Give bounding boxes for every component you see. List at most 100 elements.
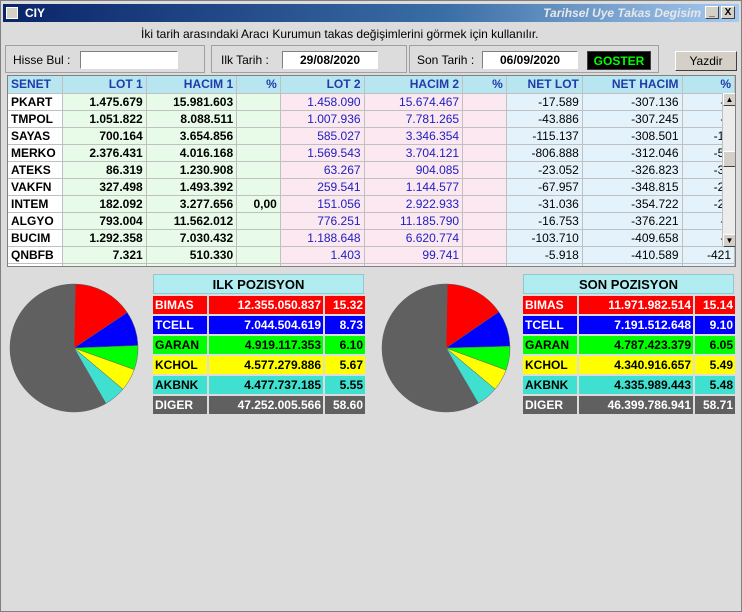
legend-row: TCELL 7.191.512.648 9.10: [523, 316, 735, 334]
cell-col-7: -43.886: [506, 110, 583, 128]
close-button[interactable]: X: [721, 6, 735, 19]
hisse-group: [5, 45, 205, 73]
legend-name: DIGER: [523, 396, 577, 414]
ilk-tarih-label: Ilk Tarih :: [221, 53, 269, 67]
table-row[interactable]: SAYAS 700.164 3.654.856 585.027 3.346.354 -11…: [8, 127, 735, 145]
cell-col-7: -806.888: [506, 144, 583, 162]
legend-name: BIMAS: [153, 296, 207, 314]
legend-pct: 15.14: [695, 296, 735, 314]
son-tarih-input[interactable]: 06/09/2020: [482, 51, 578, 69]
cell-col-2: 8.088.511: [146, 110, 238, 128]
minimize-button[interactable]: _: [705, 6, 719, 19]
cell-col-7: -115.137: [506, 127, 583, 145]
cell-col-0: INTEM: [8, 195, 63, 213]
legend-value: 7.044.504.619: [209, 316, 323, 334]
table-row[interactable]: VAKFN 327.498 1.493.392 259.541 1.144.577 -67…: [8, 178, 735, 196]
goster-button[interactable]: GOSTER: [587, 51, 651, 70]
grid-scrollbar[interactable]: ▲ ▼: [722, 93, 735, 247]
cell-col-8: -409.658: [582, 229, 683, 247]
legend-name: TCELL: [153, 316, 207, 334]
hisse-label: Hisse Bul :: [13, 53, 71, 67]
table-row[interactable]: PKART 1.475.679 15.981.603 1.458.090 15.674.…: [8, 93, 735, 111]
table-row[interactable]: ATEKS 86.319 1.230.908 63.267 904.085 -23.052…: [8, 161, 735, 179]
description-text: İki tarih arasındaki Aracı Kurumun takas…: [141, 27, 539, 41]
legend-value: 4.335.989.443: [579, 376, 693, 394]
cell-col-0: TMPOL: [8, 110, 63, 128]
legend-row: DIGER 47.252.005.566 58.60: [153, 396, 365, 414]
title-bar[interactable]: CIY Tarihsel Uye Takas Degisim _ X: [3, 4, 739, 22]
cell-col-6: 100,00: [462, 263, 507, 266]
cell-col-4: 1.188.648: [280, 229, 365, 247]
table-row[interactable]: ALGYO 793.004 11.562.012 776.251 11.185.790 -…: [8, 212, 735, 230]
scroll-down-arrow[interactable]: ▼: [723, 234, 735, 247]
cell-col-8: -348.815: [582, 178, 683, 196]
cell-col-1: 2.376.431: [62, 144, 147, 162]
cell-col-8: NET HACIM: [582, 76, 683, 94]
cell-col-0: SAYAS: [8, 127, 63, 145]
cell-col-7: -16.753: [506, 212, 583, 230]
cell-col-9: -421: [682, 246, 735, 264]
cell-col-7: -5.918: [506, 246, 583, 264]
app-icon: [6, 7, 18, 19]
table-row[interactable]: MERKO 2.376.431 4.016.168 1.569.543 3.704.12…: [8, 144, 735, 162]
legend-name: KCHOL: [523, 356, 577, 374]
ilk-tarih-input[interactable]: 29/08/2020: [282, 51, 378, 69]
cell-col-4: 1.458.090: [280, 93, 365, 111]
son-tarih-group: [409, 45, 659, 73]
ilk-pozisyon-legend: BIMAS 12.355.050.837 15.32 TCELL 7.044.504.6…: [153, 296, 365, 414]
legend-row: KCHOL 4.340.916.657 5.49: [523, 356, 735, 374]
cell-col-1: LOT 1: [62, 76, 147, 94]
cell-col-7: -67.957: [506, 178, 583, 196]
legend-value: 7.191.512.648: [579, 316, 693, 334]
scroll-up-arrow[interactable]: ▲: [723, 93, 735, 106]
cell-col-6: [462, 93, 507, 111]
legend-name: GARAN: [153, 336, 207, 354]
son-pozisyon-pie-chart: [381, 283, 511, 413]
cell-col-0: BUCIM: [8, 229, 63, 247]
cell-col-2: 1.230.908: [146, 161, 238, 179]
cell-col-5: 3.346.354: [364, 127, 464, 145]
cell-col-4: 1.569.543: [280, 144, 365, 162]
cell-col-2: 1.493.392: [146, 178, 238, 196]
cell-col-6: [462, 110, 507, 128]
legend-name: TCELL: [523, 316, 577, 334]
cell-col-7: -103.710: [506, 229, 583, 247]
cell-col-2: 3.277.656: [146, 195, 238, 213]
table-totals-row[interactable]: 3.403.533.43380.625.695.450100,003.344.8…: [8, 263, 735, 266]
legend-value: 4.919.117.353: [209, 336, 323, 354]
cell-col-6: [462, 195, 507, 213]
table-row[interactable]: QNBFB 7.321 510.330 1.403 99.741 -5.918 -410.5…: [8, 246, 735, 264]
cell-col-2: 510.330: [146, 246, 238, 264]
takas-table: SENET LOT 1 HACIM 1% LOT 2 HACIM 2% NET LOT NE…: [8, 76, 735, 266]
legend-name: AKBNK: [153, 376, 207, 394]
cell-col-3: [236, 93, 281, 111]
cell-col-5: 1.144.577: [364, 178, 464, 196]
hisse-search-input[interactable]: [80, 51, 178, 69]
app-name: CIY: [25, 6, 46, 20]
cell-col-3: %: [236, 76, 281, 94]
legend-pct: 5.49: [695, 356, 735, 374]
legend-row: TCELL 7.044.504.619 8.73: [153, 316, 365, 334]
scroll-thumb[interactable]: [723, 151, 735, 167]
table-row[interactable]: TMPOL 1.051.822 8.088.511 1.007.936 7.781.26…: [8, 110, 735, 128]
legend-pct: 6.05: [695, 336, 735, 354]
cell-col-4: 585.027: [280, 127, 365, 145]
legend-value: 12.355.050.837: [209, 296, 323, 314]
legend-pct: 6.10: [325, 336, 365, 354]
cell-col-3: [236, 246, 281, 264]
window-title: Tarihsel Uye Takas Degisim: [543, 6, 701, 20]
cell-col-3: [236, 127, 281, 145]
table-row[interactable]: BUCIM 1.292.358 7.030.432 1.188.648 6.620.77…: [8, 229, 735, 247]
cell-col-3: 0,00: [236, 195, 281, 213]
legend-row: KCHOL 4.577.279.886 5.67: [153, 356, 365, 374]
legend-pct: 58.60: [325, 396, 365, 414]
cell-col-2: HACIM 1: [146, 76, 238, 94]
legend-value: 11.971.982.514: [579, 296, 693, 314]
table-header-row[interactable]: SENET LOT 1 HACIM 1% LOT 2 HACIM 2% NET LOT NE…: [8, 76, 735, 94]
cell-col-8: -307.245: [582, 110, 683, 128]
pie-slice-diger: [9, 283, 107, 413]
cell-col-8: [582, 263, 683, 266]
table-row[interactable]: INTEM 182.092 3.277.656 0,00 151.056 2.922.93…: [8, 195, 735, 213]
yazdir-button[interactable]: Yazdir: [675, 51, 737, 71]
cell-col-6: [462, 229, 507, 247]
